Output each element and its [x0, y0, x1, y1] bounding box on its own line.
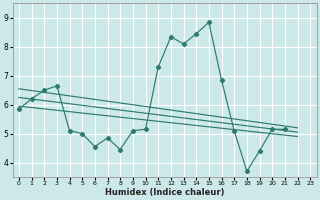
X-axis label: Humidex (Indice chaleur): Humidex (Indice chaleur)	[105, 188, 224, 197]
